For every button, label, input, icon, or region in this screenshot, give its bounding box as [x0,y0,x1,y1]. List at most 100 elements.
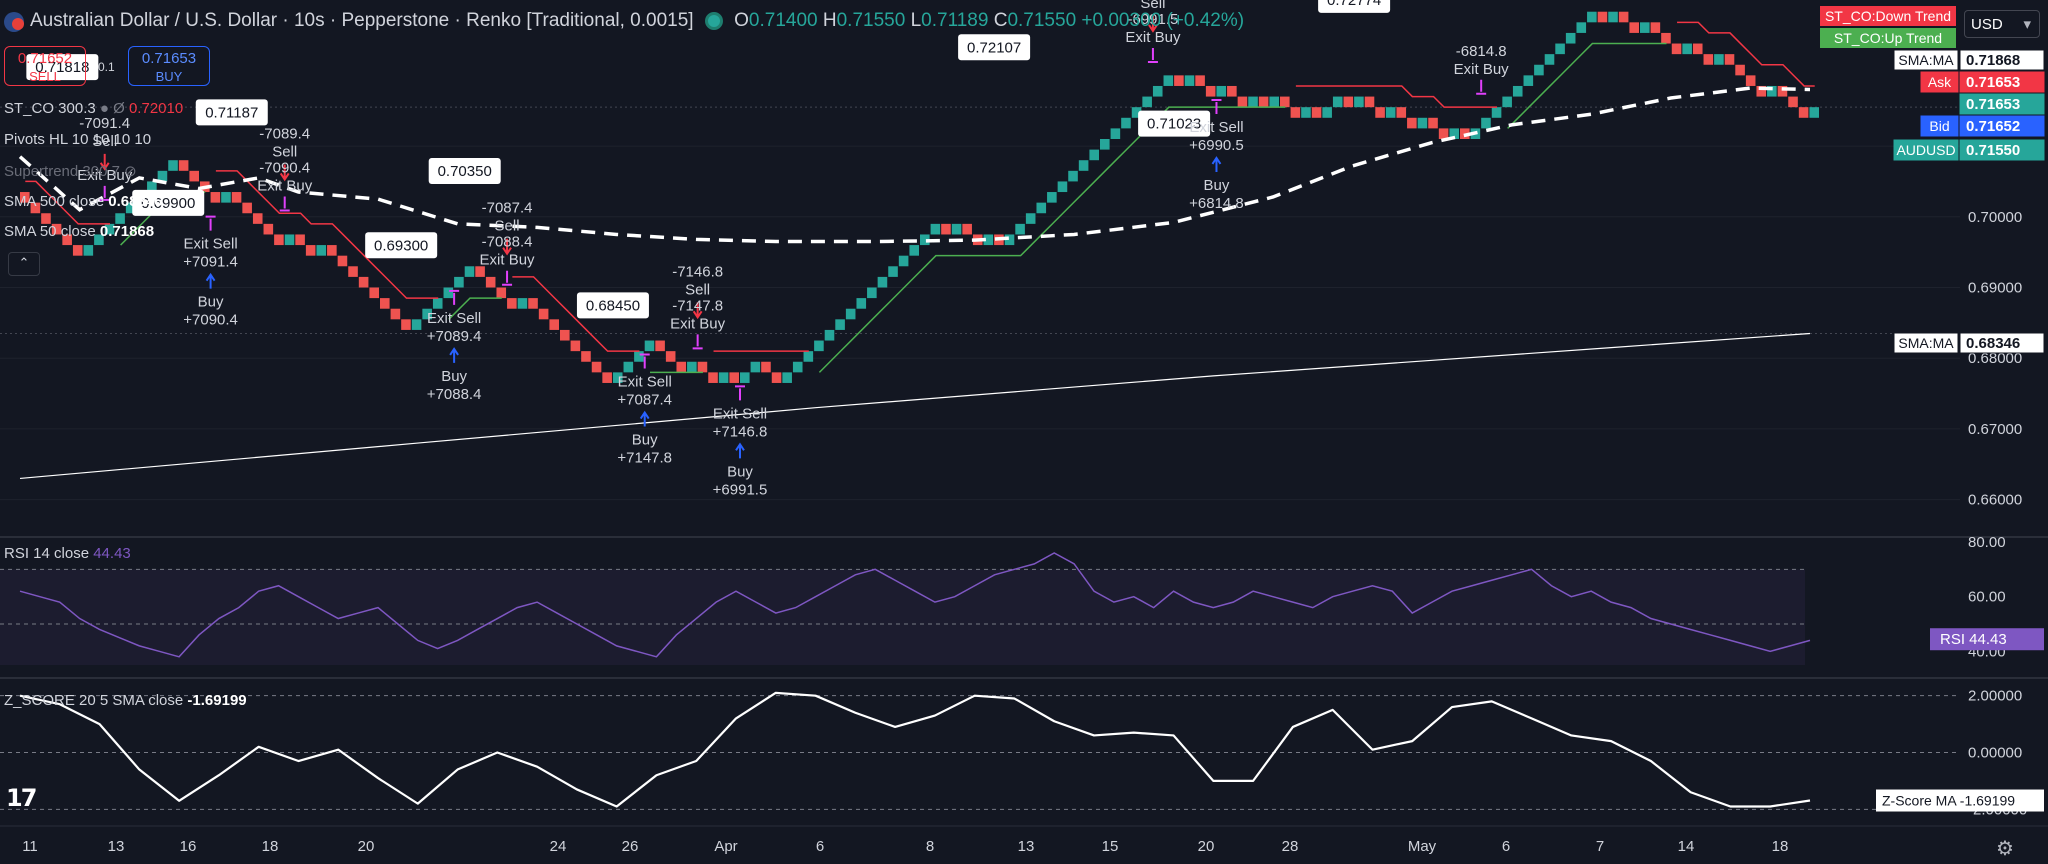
legend-sma50-value: 0.71868 [99,223,155,240]
renko-brick [1661,32,1671,44]
renko-brick [1322,107,1332,118]
renko-brick [1597,11,1608,23]
buy-button[interactable]: 0.71653 BUY [128,46,210,86]
sell-button[interactable]: 0.71652 SELL [4,46,86,86]
signal-label: Buy [198,294,224,311]
legend-sma500-label: SMA 500 close [4,193,105,210]
renko-brick [1121,117,1131,129]
renko-brick [1110,128,1121,139]
renko-brick [178,160,189,171]
x-tick-label: 8 [926,838,934,855]
legend-sma500[interactable]: SMA 500 close 0.68346 [4,193,162,210]
pivot-label-box [365,232,438,259]
renko-brick [284,234,295,246]
renko-brick [1216,85,1227,97]
signal-value: -7089.4 [259,125,310,142]
sma500-line [19,332,1811,480]
renko-brick [1227,85,1237,97]
renko-brick [740,372,750,383]
signal-label: Sell [92,133,117,150]
collapse-legend-button[interactable]: ⌃ [8,252,40,276]
symbol-header[interactable]: Australian Dollar / U.S. Dollar · 10s · … [30,10,1244,32]
price-tag-name-box [1893,49,1959,71]
pivot-label: 0.69300 [365,232,438,259]
renko-brick [1237,96,1248,108]
signal-label: Buy [632,432,658,449]
renko-brick [761,361,771,373]
x-tick-label: 7 [1596,838,1604,855]
renko-brick [898,255,909,267]
renko-brick [316,245,327,256]
y-tick-label: 0.69000 [1968,280,2022,297]
renko-brick [676,361,687,373]
renko-brick [771,372,782,383]
rsi-legend[interactable]: RSI 14 close 44.43 [4,545,131,562]
x-tick-label: Apr [714,838,737,855]
renko-brick [189,170,199,182]
z-score-line [19,691,1811,808]
renko-brick [1544,54,1555,65]
spread-value: 0.1 [98,60,115,74]
renko-brick [1036,202,1047,214]
sell-arrow-icon [502,238,512,256]
x-tick-label: 13 [108,838,125,855]
zscore-value: -1.69199 [187,692,247,709]
y-tick-label: 0.70000 [1968,209,2022,226]
renko-brick [1777,85,1788,97]
currency-select[interactable]: USD [1964,10,2040,39]
trend-tag: ST_CO:Down Trend [1820,6,1956,26]
sell-price: 0.71652 [17,50,73,67]
pivot-label-box [1138,110,1211,137]
pivot-label: 0.70350 [428,158,501,185]
renko-brick [814,340,824,352]
supertrend-up-line [818,106,1286,373]
legend-supertrend[interactable]: Supertrend 300 7 ⊘ [4,162,137,180]
renko-brick [1682,43,1692,55]
renko-brick [856,298,867,309]
x-tick-label: 24 [550,838,567,855]
renko-brick [824,329,835,341]
renko-brick [549,319,559,330]
renko-brick [1512,85,1523,97]
renko-brick [1396,107,1407,118]
empty-set-icon: Ø [113,100,125,117]
renko-brick [443,287,454,299]
renko-brick [1290,107,1301,118]
renko-brick [1269,96,1279,108]
signal-label: Sell [495,218,520,235]
close-value: 0.71550 [1007,10,1077,31]
legend-supertrend-co[interactable]: ST_CO 300.3 ● Ø 0.72010 [4,100,183,117]
zscore-legend[interactable]: Z_SCORE 20 5 SMA close -1.69199 [4,692,247,709]
renko-brick [1692,43,1703,55]
renko-brick [623,361,634,373]
legend-sma50[interactable]: SMA 50 close 0.71868 [4,223,154,240]
signal-value: +7090.4 [183,312,238,329]
renko-brick [729,372,739,383]
gear-icon[interactable]: ⚙ [1996,838,2014,860]
renko-brick [1089,149,1099,161]
hidden-eye-icon[interactable]: ⊘ [124,163,137,180]
renko-brick [1311,107,1322,118]
price-tag-box [1959,139,2045,161]
supertrend-down-line [1677,21,1815,87]
renko-brick [560,329,570,341]
renko-brick [1640,22,1650,33]
rsi-value: 44.43 [93,545,131,562]
price-tag: 0.71653 [1959,93,2045,115]
legend-pivots[interactable]: Pivots HL 10 10 10 10 [4,131,152,148]
renko-brick [1491,107,1502,118]
pivot-label-text: 0.69300 [374,237,428,254]
renko-brick [1280,96,1290,108]
renko-brick [835,319,845,330]
rsi-tag-box [1930,628,2044,651]
flag-icon [4,12,24,32]
trend-tag-text: ST_CO:Down Trend [1825,8,1951,24]
low-value: 0.71189 [921,10,989,31]
signal-label: Exit Sell [1189,119,1243,136]
renko-brick [1629,22,1639,33]
renko-brick [327,245,337,256]
renko-brick [125,202,136,214]
x-tick-label: May [1408,838,1437,855]
renko-brick [380,298,390,309]
